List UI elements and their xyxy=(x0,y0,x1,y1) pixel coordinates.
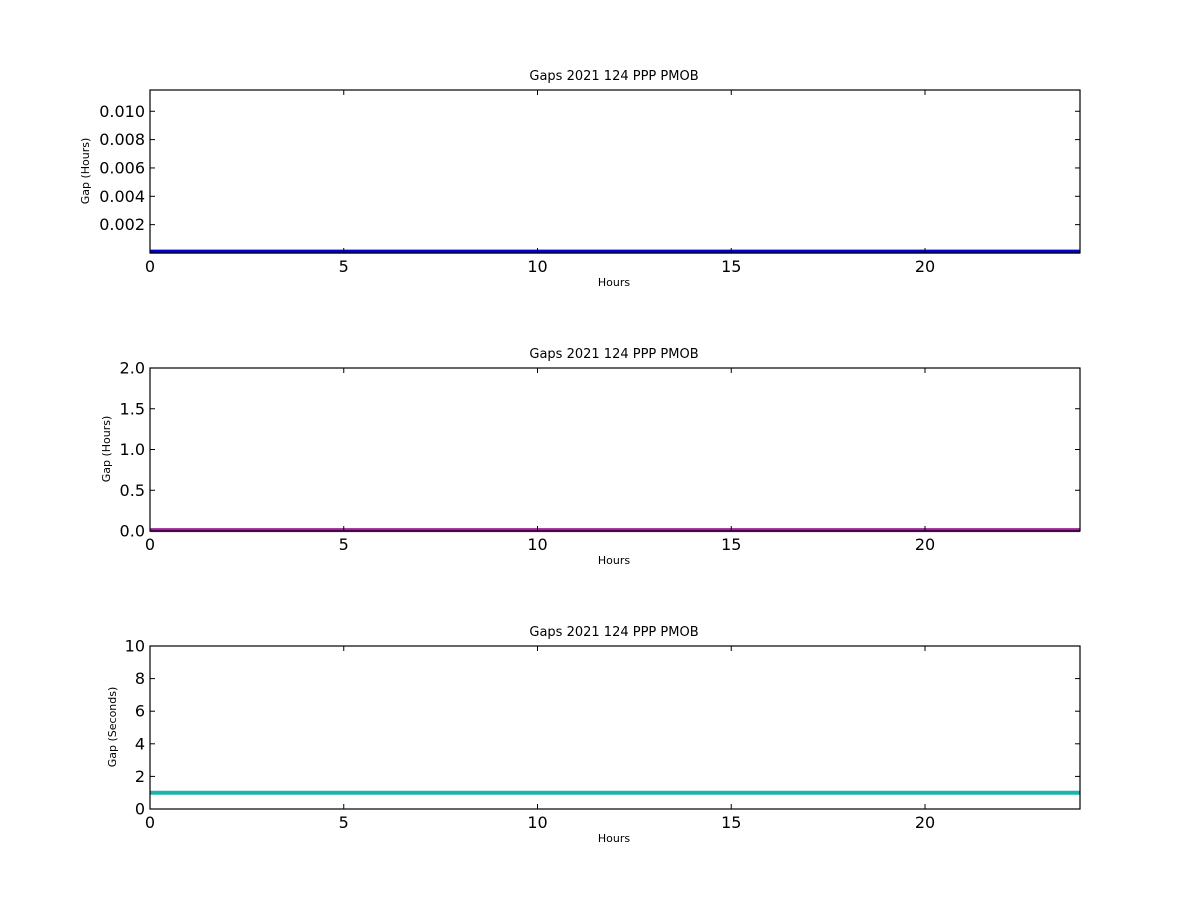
subplot-2-ytick-label-0: 0.0 xyxy=(120,522,145,541)
subplot-1-xtick-label-4: 20 xyxy=(915,257,935,276)
subplot-3-xlabel: Hours xyxy=(598,832,630,845)
subplot-3-xtick-label-1: 5 xyxy=(339,813,349,832)
subplot-3-ytick-label-0: 0 xyxy=(135,800,145,819)
subplot-1-axes-frame xyxy=(149,89,1081,254)
subplot-1-xtick-label-1: 5 xyxy=(339,257,349,276)
subplot-2: Gaps 2021 124 PPP PMOB Hours Gap (Hours)… xyxy=(100,347,1081,567)
subplot-1-ytick-label-4: 0.010 xyxy=(99,102,145,121)
subplot-3: Gaps 2021 124 PPP PMOB Hours Gap (Second… xyxy=(106,625,1081,845)
subplot-1-title: Gaps 2021 124 PPP PMOB xyxy=(529,69,698,84)
subplot-2-marks: 0 5 10 15 20 0.0 0.5 1.0 1.5 2.0 xyxy=(120,359,1081,554)
subplot-2-ytick-label-2: 1.0 xyxy=(120,440,145,459)
subplot-2-xtick-label-0: 0 xyxy=(145,535,155,554)
subplot-2-xtick-label-2: 10 xyxy=(527,535,547,554)
subplot-2-ylabel: Gap (Hours) xyxy=(100,416,113,483)
subplot-2-ytick-label-4: 2.0 xyxy=(120,359,145,378)
subplot-1-xtick-label-3: 15 xyxy=(721,257,741,276)
subplot-3-ytick-label-5: 10 xyxy=(125,637,145,656)
subplot-1-ytick-label-0: 0.002 xyxy=(99,215,145,234)
subplot-2-xtick-label-1: 5 xyxy=(339,535,349,554)
subplot-2-xtick-label-4: 20 xyxy=(915,535,935,554)
subplot-3-axes-frame xyxy=(149,645,1081,810)
subplot-3-xtick-label-2: 10 xyxy=(527,813,547,832)
subplot-2-ytick-label-3: 1.5 xyxy=(120,399,145,418)
subplot-2-xtick-label-3: 15 xyxy=(721,535,741,554)
subplot-3-title: Gaps 2021 124 PPP PMOB xyxy=(529,625,698,640)
subplot-3-ytick-label-3: 6 xyxy=(135,702,145,721)
subplot-2-xlabel: Hours xyxy=(598,554,630,567)
subplot-1-ylabel: Gap (Hours) xyxy=(79,138,92,205)
subplot-3-xtick-label-3: 15 xyxy=(721,813,741,832)
subplot-3-marks: 0 5 10 15 20 0 2 4 6 8 10 xyxy=(125,637,1081,832)
subplot-1-xlabel: Hours xyxy=(598,276,630,289)
subplot-2-title: Gaps 2021 124 PPP PMOB xyxy=(529,347,698,362)
subplot-1: Gaps 2021 124 PPP PMOB Hours Gap (Hours)… xyxy=(79,69,1081,289)
subplot-1-ytick-label-3: 0.008 xyxy=(99,130,145,149)
subplot-1-marks: 0 5 10 15 20 0.002 0.004 0.006 0.008 0.010 xyxy=(99,89,1081,276)
subplot-3-ylabel: Gap (Seconds) xyxy=(106,687,119,768)
subplot-1-ytick-label-2: 0.006 xyxy=(99,158,145,177)
subplot-3-ytick-label-1: 2 xyxy=(135,767,145,786)
subplot-1-xtick-label-2: 10 xyxy=(527,257,547,276)
subplot-1-xtick-label-0: 0 xyxy=(145,257,155,276)
subplot-3-ytick-label-4: 8 xyxy=(135,669,145,688)
subplot-3-xtick-label-4: 20 xyxy=(915,813,935,832)
subplot-1-ytick-label-1: 0.004 xyxy=(99,187,145,206)
subplot-3-xtick-label-0: 0 xyxy=(145,813,155,832)
subplot-3-ytick-label-2: 4 xyxy=(135,734,145,753)
subplot-2-ytick-label-1: 0.5 xyxy=(120,481,145,500)
